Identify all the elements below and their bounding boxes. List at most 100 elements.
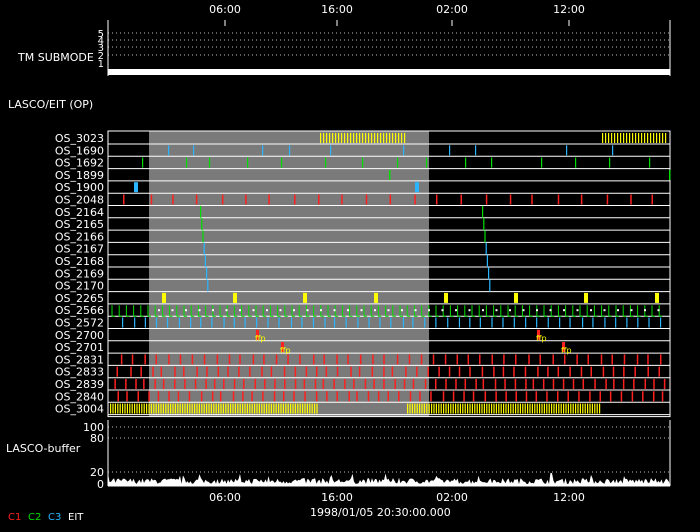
sequence-mark [493,403,495,414]
sequence-mark [505,391,507,402]
sequence-mark [590,309,592,312]
sequence-mark [575,403,577,414]
sequence-mark [263,354,265,365]
sequence-mark [579,305,583,317]
sequence-mark [350,133,352,143]
sequence-mark [502,317,504,328]
sequence-mark [167,403,169,414]
row-os_2833: OS_2833 [55,366,670,379]
sequence-mark [547,317,549,328]
sequence-mark [653,379,655,389]
sequence-mark [553,403,555,414]
sequence-mark [435,403,437,414]
sequence-mark [290,317,293,328]
sequence-mark [162,292,166,303]
sequence-mark [314,379,317,389]
sequence-mark [608,133,610,143]
sequence-mark [632,133,634,143]
sequence-mark [341,194,343,205]
sequence-mark [623,133,625,143]
sequence-mark [200,205,202,218]
sequence-mark [483,403,485,414]
sequence-mark [332,133,334,143]
sequence-mark [617,309,619,312]
sequence-mark [509,194,512,205]
sequence-mark [211,317,213,328]
sequence-mark [201,403,203,414]
sequence-mark [629,305,634,317]
row-label: OS_2048 [55,194,104,207]
sequence-mark [652,391,655,402]
sequence-mark [227,366,229,377]
sequence-mark [409,403,411,414]
sequence-mark [428,403,430,414]
sequence-mark [304,403,306,414]
sequence-mark [371,133,373,143]
sequence-mark [402,317,405,328]
row-os_2265: OS_2265 [55,292,670,305]
sequence-mark [594,379,596,389]
sequence-mark [152,366,154,377]
sequence-mark [541,157,543,168]
sequence-mark [464,379,467,389]
sequence-mark [347,309,349,312]
sequence-mark [387,309,390,312]
sequence-mark [329,133,331,143]
sequence-mark [261,403,263,414]
sequence-mark [182,403,184,414]
sequence-mark [457,305,461,317]
sequence-mark [248,305,252,317]
sequence-mark [289,145,291,156]
sequence-mark [359,354,362,365]
sequence-mark [301,317,303,328]
sequence-mark [125,379,127,389]
sequence-mark [350,366,352,377]
sequence-mark [457,403,459,414]
sequence-mark [599,403,601,414]
sequence-mark [114,403,116,414]
sequence-mark [569,317,571,328]
sequence-mark [176,305,180,317]
sequence-mark [562,379,565,389]
sequence-mark [528,354,530,365]
sequence-mark [442,391,445,402]
sequence-mark [620,133,622,143]
sequence-mark [458,317,461,328]
sequence-mark [406,305,411,317]
sequence-mark [532,379,535,389]
sequence-mark [514,379,517,389]
row-label: OS_2700 [55,329,104,342]
sequence-mark [322,379,325,389]
sequence-mark [580,366,583,377]
sequence-mark [482,309,484,312]
sequence-mark [489,279,491,292]
sequence-mark [529,403,531,414]
sequence-mark [297,403,299,414]
sequence-mark [525,391,528,402]
sequence-mark [534,403,536,414]
row-label: OS_2833 [55,366,104,379]
sequence-mark [313,305,317,317]
sequence-mark [357,317,359,328]
sequence-mark [515,391,517,402]
sequence-mark [347,133,349,143]
sequence-mark [362,157,364,168]
sequence-mark [602,366,605,377]
sequence-mark [134,182,138,193]
sequence-mark [557,305,562,317]
sequence-mark [467,403,469,414]
sequence-mark [223,379,225,389]
sequence-mark [227,403,229,414]
sequence-mark [430,391,432,402]
sequence-mark [641,133,643,143]
sequence-mark [365,133,367,143]
sequence-mark [208,403,210,414]
sequence-mark [373,379,375,389]
row-os_2168: OS_2168 [55,255,670,268]
sequence-mark [475,145,477,156]
sequence-mark [204,255,206,267]
sequence-mark [580,194,583,205]
sequence-mark [146,403,148,414]
